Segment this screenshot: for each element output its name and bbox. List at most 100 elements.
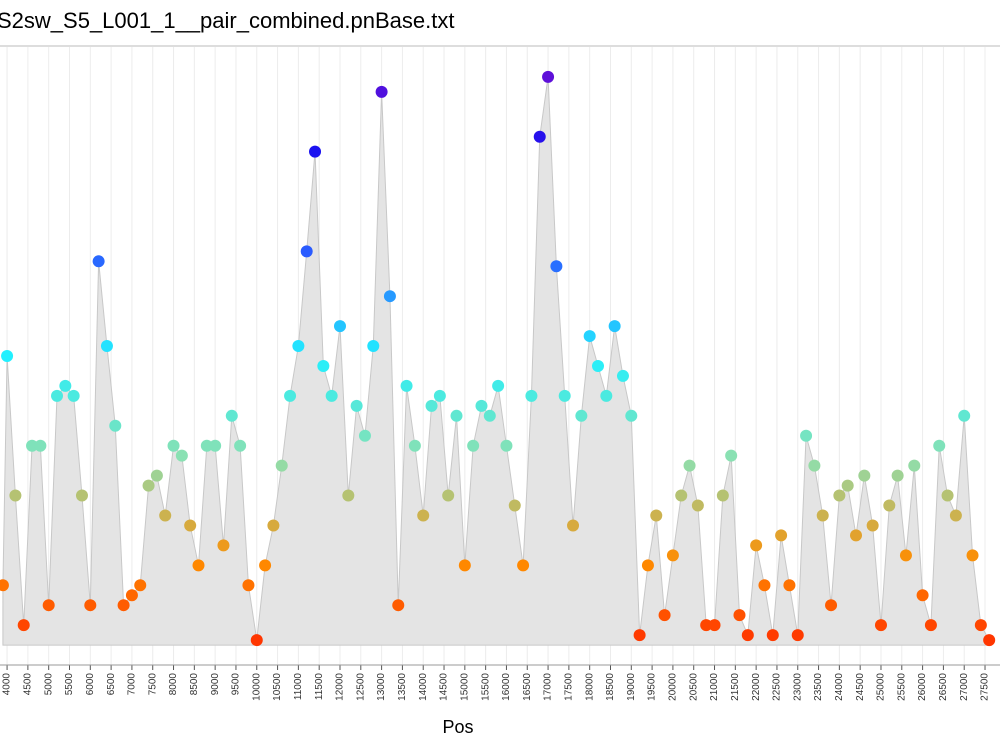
x-tick-label: 24500 (855, 673, 866, 701)
point (841, 479, 854, 492)
x-tick-label: 15500 (480, 673, 491, 701)
point (42, 599, 55, 612)
x-tick-label: 19000 (626, 673, 637, 701)
point (192, 559, 205, 572)
x-tick-label: 18000 (584, 673, 595, 701)
x-tick-label: 14500 (439, 673, 450, 701)
point (525, 389, 538, 402)
point (966, 549, 979, 562)
point (766, 629, 779, 642)
point (417, 509, 430, 522)
point (575, 409, 588, 422)
x-tick-label: 8500 (189, 673, 200, 696)
x-tick-label: 18500 (605, 673, 616, 701)
point (300, 245, 313, 258)
point (833, 489, 846, 502)
point (567, 519, 580, 532)
point (234, 439, 247, 452)
point (741, 629, 754, 642)
point (1, 350, 14, 362)
point (775, 529, 788, 542)
x-tick-label: 5500 (64, 673, 75, 696)
point (758, 579, 771, 592)
point (100, 340, 113, 353)
point (542, 70, 555, 83)
point (683, 459, 696, 472)
point (383, 290, 396, 303)
point (858, 469, 871, 482)
x-tick-label: 20000 (668, 673, 679, 701)
x-tick-label: 6500 (106, 673, 117, 696)
point (117, 599, 130, 612)
point (483, 409, 496, 422)
x-tick-label: 25000 (876, 673, 887, 701)
x-axis-title: Pos (442, 717, 473, 737)
point (899, 549, 912, 562)
x-tick-label: 17500 (564, 673, 575, 701)
point (874, 619, 887, 632)
x-tick-label: 23500 (813, 673, 824, 701)
point (259, 559, 272, 572)
point (0, 579, 9, 592)
point (700, 619, 713, 632)
point (641, 559, 654, 572)
x-tick-label: 10000 (251, 673, 262, 701)
point (716, 489, 729, 502)
point (59, 379, 72, 392)
point (691, 499, 704, 512)
point (125, 589, 138, 602)
point (267, 519, 280, 532)
x-tick-label: 7000 (127, 673, 138, 696)
point (167, 439, 180, 452)
x-tick-label: 13000 (376, 673, 387, 701)
point (916, 589, 929, 602)
x-tick-label: 16500 (522, 673, 533, 701)
point (616, 369, 629, 382)
point (26, 439, 39, 452)
point (350, 399, 363, 412)
point (675, 489, 688, 502)
point (142, 479, 155, 492)
point (550, 260, 563, 273)
point (408, 439, 421, 452)
point (583, 330, 596, 343)
x-tick-label: 4000 (2, 673, 13, 696)
x-tick-label: 16000 (501, 673, 512, 701)
point (275, 459, 288, 472)
point (475, 399, 488, 412)
point (500, 439, 513, 452)
x-tick-label: 26500 (938, 673, 949, 701)
point (891, 469, 904, 482)
point (458, 559, 471, 572)
point (375, 85, 388, 98)
point (850, 529, 863, 542)
x-tick-label: 27500 (980, 673, 991, 701)
point (941, 489, 954, 502)
point (791, 629, 804, 642)
point (467, 439, 480, 452)
point (750, 539, 763, 552)
point (134, 579, 147, 592)
x-tick-label: 8000 (168, 673, 179, 696)
point (808, 459, 821, 472)
x-tick-label: 9500 (231, 673, 242, 696)
x-tick-label: 11500 (314, 673, 325, 701)
point (150, 469, 163, 482)
point (392, 599, 405, 612)
point (983, 634, 996, 647)
point (325, 389, 338, 402)
point (608, 320, 621, 333)
x-tick-label: 25500 (896, 673, 907, 701)
point (733, 609, 746, 622)
point (200, 439, 213, 452)
x-tick-label: 27000 (959, 673, 970, 701)
point (367, 340, 380, 353)
point (250, 634, 263, 647)
point (51, 389, 64, 402)
x-tick-label: 22500 (772, 673, 783, 701)
x-tick-label: 10500 (272, 673, 283, 701)
point (517, 559, 530, 572)
point (783, 579, 796, 592)
point (242, 579, 255, 592)
point (949, 509, 962, 522)
